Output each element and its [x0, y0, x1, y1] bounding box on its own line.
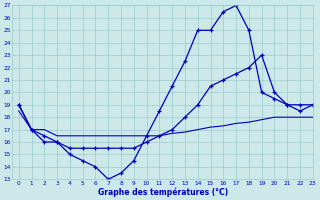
X-axis label: Graphe des températures (°C): Graphe des températures (°C): [98, 187, 228, 197]
